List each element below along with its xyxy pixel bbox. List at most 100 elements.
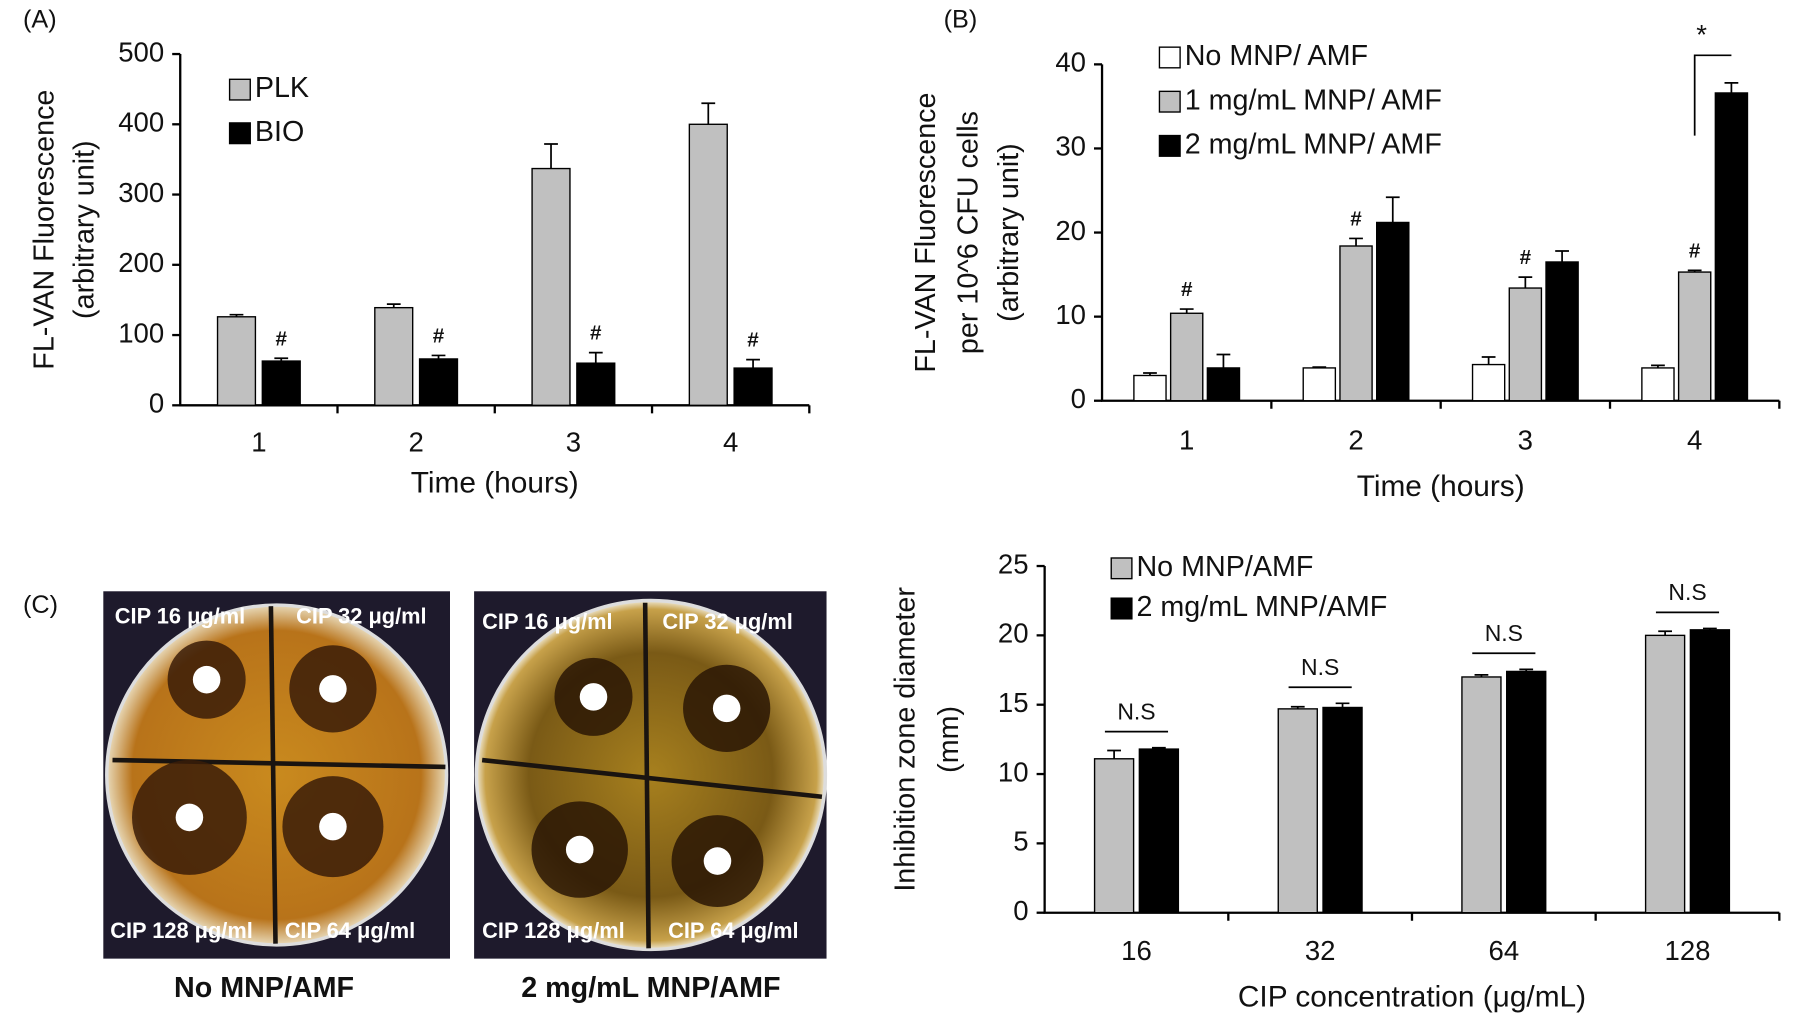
significance-mark: # [1350, 208, 1362, 231]
y-axis-label: (arbitrary unit) [993, 143, 1025, 322]
error-bar [1216, 353, 1231, 368]
legend-label: 2 mg/mL MNP/ AMF [1185, 128, 1442, 160]
panel-label: (C) [23, 591, 58, 619]
plate-label: CIP 64 μg/ml [285, 918, 415, 943]
panel-label: (B) [944, 5, 978, 33]
x-tick-label: 64 [1489, 935, 1520, 966]
error-bar [229, 313, 244, 317]
significance-mark: # [747, 329, 759, 352]
y-tick-label: 40 [1055, 47, 1086, 78]
bar [216, 316, 257, 407]
error-bar [701, 102, 716, 125]
error-bar [544, 143, 558, 169]
x-tick-label: 3 [566, 427, 581, 458]
legend-label: No MNP/AMF [1136, 551, 1313, 583]
plate-label: CIP 32 μg/ml [662, 609, 792, 634]
y-tick-label: 20 [1055, 215, 1086, 246]
error-bar [1658, 630, 1673, 636]
error-bar [1651, 364, 1665, 368]
bar [1169, 312, 1204, 402]
significance-mark: # [590, 322, 602, 345]
y-axis-label: FL-VAN Fluorescence [28, 90, 60, 370]
bar [733, 367, 773, 407]
y-axis-label: (arbitrary unit) [69, 140, 101, 319]
significance-mark: # [1520, 246, 1532, 269]
x-tick-label: 16 [1121, 935, 1152, 966]
error-bar [1107, 749, 1121, 759]
x-tick-label: 2 [408, 427, 423, 458]
x-tick-label: 2 [1348, 424, 1363, 455]
bar [418, 358, 459, 407]
error-bar [1179, 308, 1194, 314]
error-bar [1518, 276, 1533, 289]
plate-label: CIP 16 μg/ml [115, 603, 245, 628]
legend-swatch [1158, 46, 1181, 69]
y-axis-label: Inhibition zone diameter [889, 587, 921, 892]
bar [1322, 706, 1363, 914]
legend-label: No MNP/ AMF [1185, 40, 1368, 72]
plate-label: CIP 32 μg/ml [296, 603, 426, 628]
x-tick-label: 128 [1665, 935, 1711, 966]
legend-label: 1 mg/mL MNP/ AMF [1185, 84, 1442, 116]
error-bar [1312, 366, 1327, 368]
bar [1339, 245, 1373, 402]
bar [1644, 634, 1686, 914]
y-tick-label: 5 [1013, 826, 1028, 857]
y-tick-label: 10 [1055, 299, 1086, 330]
error-bar [1385, 196, 1400, 223]
plate-label: CIP 128 μg/ml [110, 918, 253, 943]
legend-label: PLK [255, 72, 309, 104]
bar [1133, 374, 1167, 402]
bar [1138, 748, 1180, 914]
plate-label: CIP 128 μg/ml [482, 918, 625, 943]
bar [531, 167, 571, 407]
x-tick-label: 3 [1518, 424, 1533, 455]
x-axis-label: CIP concentration (μg/mL) [1238, 981, 1586, 1014]
x-axis-label: Time (hours) [1357, 470, 1525, 503]
plate-photo [474, 591, 828, 959]
y-tick-label: 500 [118, 36, 164, 67]
bar [374, 306, 414, 407]
error-bar [1349, 237, 1363, 246]
significance-mark: # [433, 325, 445, 348]
error-bar [1555, 250, 1569, 262]
bar [576, 362, 616, 407]
y-tick-label: 25 [998, 548, 1029, 579]
y-tick-label: 0 [1071, 383, 1086, 414]
bracket-label: N.S [1301, 654, 1339, 680]
bracket-label: N.S [1117, 698, 1155, 724]
y-tick-label: 10 [998, 756, 1029, 787]
error-bar [274, 357, 289, 362]
x-tick-label: 1 [1179, 424, 1194, 455]
x-tick-label: 4 [723, 427, 738, 458]
bracket-label: N.S [1668, 579, 1706, 605]
x-tick-label: 4 [1687, 424, 1702, 455]
error-bar [1481, 356, 1496, 365]
y-tick-label: 400 [118, 107, 164, 138]
bracket [1693, 54, 1732, 136]
significance-mark: # [1181, 278, 1193, 301]
bar [1714, 92, 1749, 402]
x-tick-label: 32 [1305, 935, 1336, 966]
error-bar [588, 351, 603, 364]
bracket-label: N.S [1485, 620, 1523, 646]
x-axis-label: Time (hours) [411, 466, 579, 499]
plate-label: CIP 64 μg/ml [668, 918, 798, 943]
y-tick-label: 0 [1013, 895, 1028, 926]
bar [1508, 287, 1543, 402]
significance-mark: # [1689, 239, 1701, 262]
y-tick-label: 0 [149, 388, 164, 419]
legend-swatch [1158, 90, 1181, 113]
plate-label: CIP 16 μg/ml [482, 609, 612, 634]
legend-label: BIO [255, 116, 304, 148]
y-tick-label: 30 [1055, 131, 1086, 162]
error-bar [431, 354, 446, 359]
bar [1206, 367, 1241, 402]
legend-swatch [228, 122, 251, 145]
error-bar [1724, 82, 1739, 93]
y-tick-label: 15 [998, 687, 1029, 718]
error-bar [1335, 702, 1350, 708]
bracket-label: * [1696, 19, 1707, 50]
legend-swatch [1110, 597, 1133, 620]
